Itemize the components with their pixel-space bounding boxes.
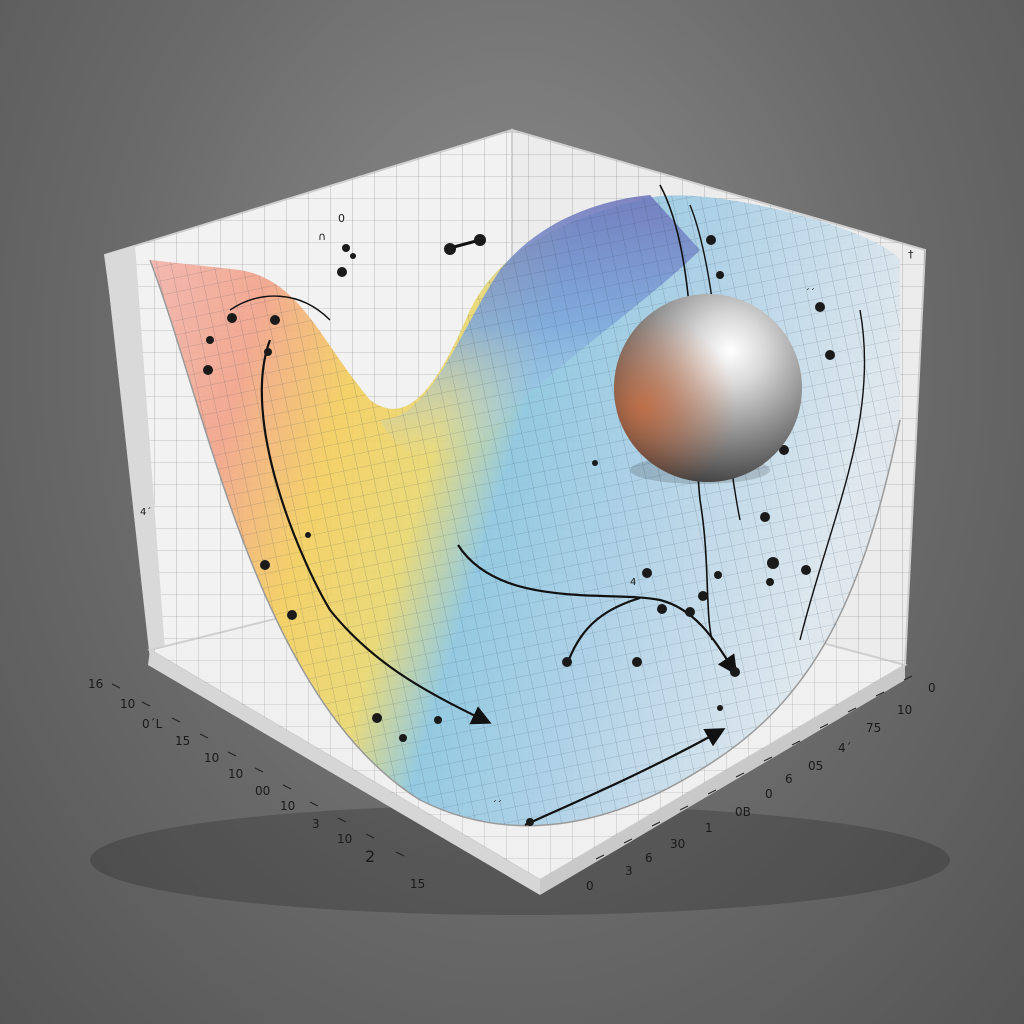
- right-axis-label: 10: [897, 703, 912, 717]
- wall-mark: ´´: [805, 287, 815, 299]
- right-axis-label: 0: [928, 681, 936, 695]
- metal-ball-icon: [614, 294, 802, 484]
- data-point: [657, 604, 667, 614]
- wall-mark: 4: [630, 577, 636, 588]
- data-point: [766, 578, 774, 586]
- data-point: [825, 350, 835, 360]
- left-axis-label: 15: [410, 877, 425, 891]
- data-point: [815, 302, 825, 312]
- trajectory-top-left: [229, 295, 331, 321]
- data-point: [227, 313, 237, 323]
- trajectory-arrow-left: [260, 339, 492, 725]
- data-point: [779, 445, 789, 455]
- left-axis-label: 15: [175, 734, 190, 748]
- right-axis-label: 1: [705, 821, 713, 835]
- left-axis-label: 10: [120, 697, 135, 711]
- data-point: [706, 235, 716, 245]
- trajectory-right-3: [799, 309, 866, 641]
- left-axis-labels: 16 10 0´L 15 10 10 00 10 3 10 2 15: [88, 677, 425, 891]
- data-point: [342, 244, 350, 252]
- wall-mark: 0: [338, 212, 345, 225]
- data-point: [717, 705, 723, 711]
- data-point: [372, 713, 382, 723]
- data-point: [305, 532, 311, 538]
- left-wall-edge: [105, 245, 165, 660]
- left-axis-label: 2: [365, 847, 375, 866]
- right-axis-label: 30: [670, 837, 685, 851]
- trajectory-arrow-bottom: [524, 728, 726, 827]
- right-axis-label: 6: [785, 772, 793, 786]
- data-point: [562, 657, 572, 667]
- trajectory-arrow-center: [457, 544, 738, 676]
- data-point: [526, 818, 534, 826]
- data-point: [434, 716, 442, 724]
- wall-mark: ∩: [318, 230, 326, 243]
- data-point: [632, 657, 642, 667]
- floor-mark: 4´: [140, 506, 151, 518]
- right-axis-label: 4´: [838, 741, 852, 755]
- right-axis-label: 6: [645, 851, 653, 865]
- data-point: [685, 607, 695, 617]
- data-point: [716, 271, 724, 279]
- floor-mark: ´´: [492, 799, 502, 811]
- right-axis-label: 0B: [735, 805, 751, 819]
- data-point: [260, 560, 270, 570]
- left-axis-label: 10: [280, 799, 295, 813]
- potential-surface: [149, 195, 901, 827]
- data-point: [642, 568, 652, 578]
- data-point: [287, 610, 297, 620]
- data-point: [399, 734, 407, 742]
- right-axis-label: 3: [625, 864, 633, 878]
- data-point: [350, 253, 356, 259]
- right-axis-label: 75: [866, 721, 881, 735]
- data-point: [474, 234, 486, 246]
- data-point: [698, 591, 708, 601]
- annotation-marks: ´´ 4´ 0 ∩ † ´´ 4: [140, 212, 914, 811]
- data-point: [206, 336, 214, 344]
- data-point: [760, 512, 770, 522]
- data-point: [444, 243, 456, 255]
- right-axis-label: 05: [808, 759, 823, 773]
- data-point: [264, 348, 272, 356]
- left-axis-ticks: [111, 683, 405, 857]
- right-axis-label: 0: [586, 879, 594, 893]
- data-points: [203, 234, 835, 826]
- right-axis-labels: 0 10 75 4´ 05 0 6 0B 1 30 6 3 0: [586, 681, 936, 893]
- left-axis-label: 10: [228, 767, 243, 781]
- left-axis-label: 3: [312, 817, 320, 831]
- left-axis-label: 10: [337, 832, 352, 846]
- trajectory-branch: [566, 596, 641, 663]
- left-axis-label: 16: [88, 677, 103, 691]
- data-point: [203, 365, 213, 375]
- left-axis-label: 0´L: [142, 717, 163, 731]
- data-point: [801, 565, 811, 575]
- left-axis-label: 10: [204, 751, 219, 765]
- data-point: [337, 267, 347, 277]
- data-point: [714, 571, 722, 579]
- left-axis-label: 00: [255, 784, 270, 798]
- data-point: [730, 667, 740, 677]
- data-point: [270, 315, 280, 325]
- right-axis-ticks: [595, 675, 913, 860]
- data-point: [767, 557, 779, 569]
- right-axis-label: 0: [765, 787, 773, 801]
- wall-mark: †: [908, 248, 914, 261]
- data-point: [592, 460, 598, 466]
